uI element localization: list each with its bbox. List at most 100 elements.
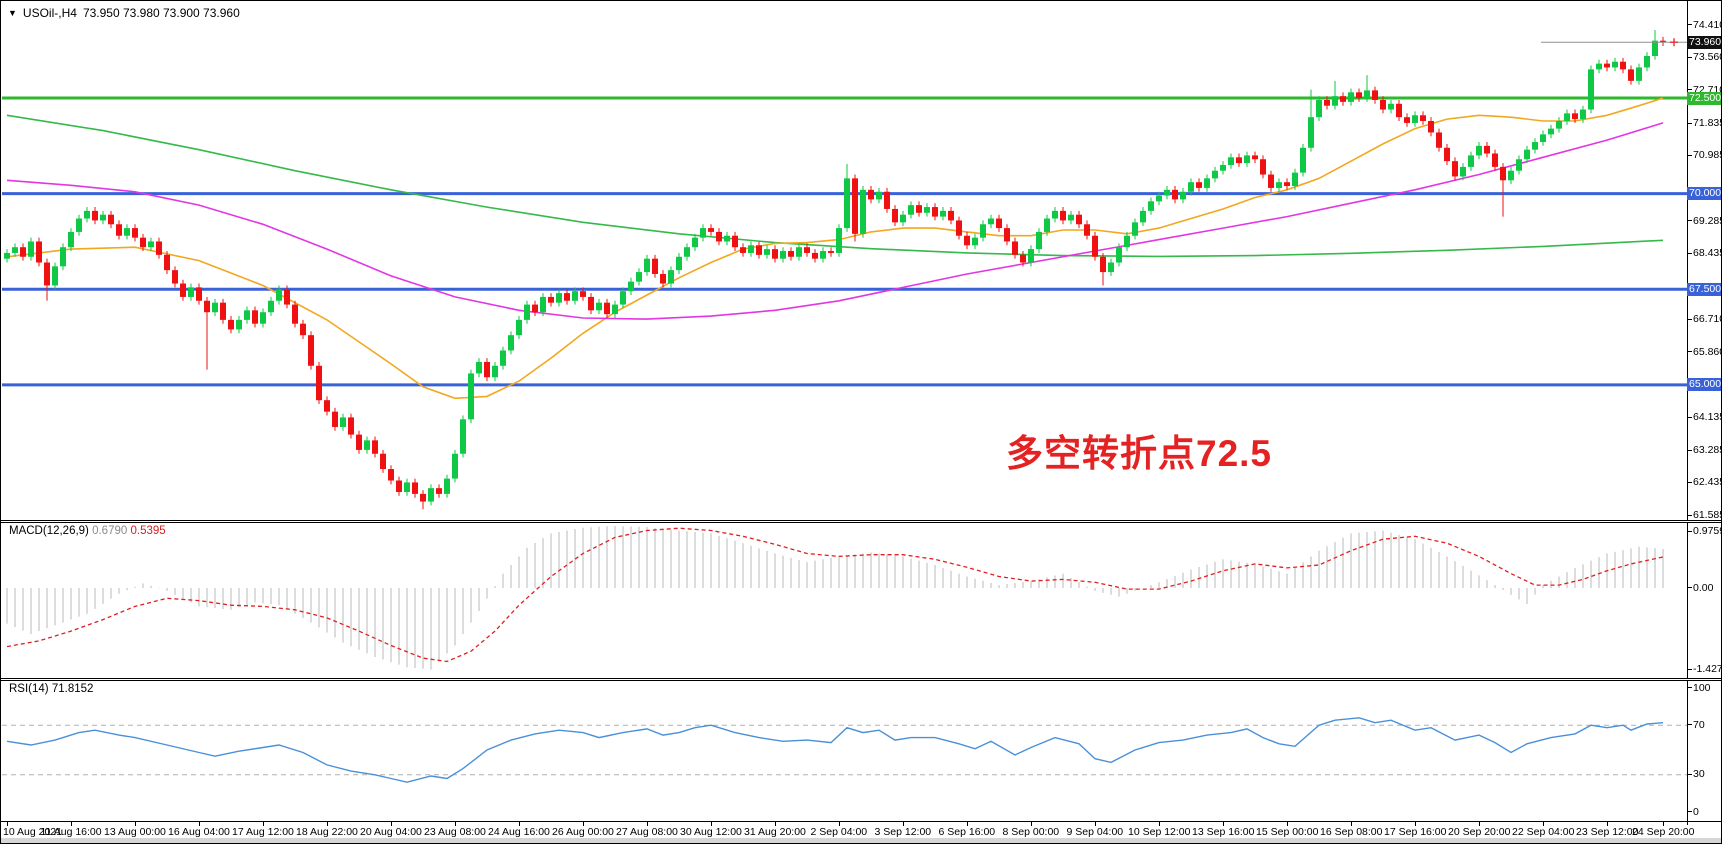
bottom-scroll-strip[interactable] [1,838,1721,843]
time-axis-label: 31 Aug 20:00 [744,826,806,838]
axis-tick [1688,24,1692,26]
time-axis-label: 17 Sep 16:00 [1384,826,1447,838]
rsi-panel-splitter[interactable] [1,678,1721,681]
time-axis-label: 2 Sep 04:00 [810,826,868,838]
axis-tick [1688,514,1692,516]
time-axis-label: 13 Sep 16:00 [1192,826,1255,838]
time-axis-tick [519,822,520,826]
time-axis-tick [1031,822,1032,826]
time-axis-tick [903,822,904,826]
axis-tick [1688,89,1692,91]
time-axis-label: 8 Sep 00:00 [1002,826,1060,838]
time-axis-label: 16 Sep 08:00 [1320,826,1383,838]
macd-indicator-label: MACD(12,26,9) 0.6790 0.5395 [9,525,166,537]
price-axis-badge: 73.960 [1687,35,1722,49]
time-axis-tick [71,822,72,826]
macd-axis-label: 0.00 [1688,582,1721,595]
price-axis-badge: 70.000 [1687,187,1722,201]
time-axis-tick [1287,822,1288,826]
axis-tick [1688,531,1692,533]
price-axis-label: 71.835 [1688,117,1721,130]
time-axis-tick [839,822,840,826]
axis-tick [1688,587,1692,589]
price-axis-label: 74.410 [1688,19,1721,32]
time-axis-label: 16 Aug 04:00 [168,826,230,838]
time-axis-label: 10 Sep 12:00 [1128,826,1191,838]
macd-main-value: 0.6790 [92,525,128,537]
price-axis-label: 70.985 [1688,149,1721,162]
rsi-name: RSI(14) [9,683,49,695]
time-axis-label: 20 Aug 04:00 [360,826,422,838]
time-axis-tick [775,822,776,826]
axis-tick [1688,774,1692,776]
time-axis-label: 17 Aug 12:00 [232,826,294,838]
time-axis-label: 30 Aug 12:00 [680,826,742,838]
rsi-indicator-label: RSI(14) 71.8152 [9,683,93,695]
time-axis-label: 6 Sep 16:00 [938,826,996,838]
time-axis-label: 13 Aug 00:00 [104,826,166,838]
price-axis-label: 64.135 [1688,411,1721,424]
time-axis-tick [1223,822,1224,826]
time-axis-tick [583,822,584,826]
time-axis-label: 24 Sep 20:00 [1632,826,1695,838]
rsi-axis-label: 70 [1688,719,1721,732]
axis-tick [1688,482,1692,484]
price-axis-label: 65.860 [1688,346,1721,359]
axis-tick [1688,122,1692,124]
time-axis-label: 23 Aug 08:00 [424,826,486,838]
time-axis-label: 20 Sep 20:00 [1448,826,1511,838]
time-axis-label: 22 Sep 04:00 [1512,826,1575,838]
axis-tick [1688,811,1692,813]
price-axis-badge: 67.500 [1687,282,1722,296]
time-axis-tick [199,822,200,826]
time-axis-tick [967,822,968,826]
axis-tick [1688,252,1692,254]
axis-tick [1688,669,1692,671]
price-axis-badge: 65.000 [1687,378,1722,392]
price-axis-border [1687,1,1688,825]
symbol-dropdown-icon[interactable]: ▼ [8,8,17,18]
time-axis-tick [711,822,712,826]
rsi-axis-label: 30 [1688,768,1721,781]
time-axis-tick [1095,822,1096,826]
price-axis-label: 62.435 [1688,476,1721,489]
price-axis-label: 73.560 [1688,51,1721,64]
time-axis-label: 3 Sep 12:00 [874,826,932,838]
macd-axis-label: -1.427 [1688,663,1721,676]
time-axis-label: 23 Sep 12:00 [1576,826,1639,838]
axis-tick [1688,417,1692,419]
time-axis-label: 18 Aug 22:00 [296,826,358,838]
chart-title-bar: ▼ USOil-,H4 73.950 73.980 73.900 73.960 [8,6,240,20]
time-axis-tick [327,822,328,826]
price-annotation: 多空转折点72.5 [1006,433,1273,474]
axis-tick [1688,155,1692,157]
axis-tick [1688,449,1692,451]
axis-tick [1688,351,1692,353]
macd-name: MACD(12,26,9) [9,525,89,537]
rsi-axis-label: 0 [1688,806,1721,819]
price-axis-label: 66.710 [1688,313,1721,326]
macd-panel-splitter[interactable] [1,520,1721,523]
time-axis-tick [1663,822,1664,826]
time-axis-tick [1607,822,1608,826]
macd-axis-label: 0.9759 [1688,525,1721,538]
price-axis-label: 68.435 [1688,247,1721,260]
rsi-axis-label: 100 [1688,682,1721,695]
price-axis-label: 63.285 [1688,444,1721,457]
time-axis-tick [263,822,264,826]
time-axis-label: 15 Sep 00:00 [1256,826,1319,838]
macd-signal-value: 0.5395 [130,525,166,537]
time-axis-label: 27 Aug 08:00 [616,826,678,838]
axis-tick [1688,318,1692,320]
time-axis-label: 9 Sep 04:00 [1066,826,1124,838]
time-axis-tick [455,822,456,826]
axis-tick [1688,220,1692,222]
ohlc-readout: 73.950 73.980 73.900 73.960 [82,6,240,20]
time-axis-label: 26 Aug 00:00 [552,826,614,838]
time-axis-border [1,821,1721,822]
price-axis-badge: 72.500 [1687,91,1722,105]
time-axis-tick [1543,822,1544,826]
time-axis-label: 24 Aug 16:00 [488,826,550,838]
